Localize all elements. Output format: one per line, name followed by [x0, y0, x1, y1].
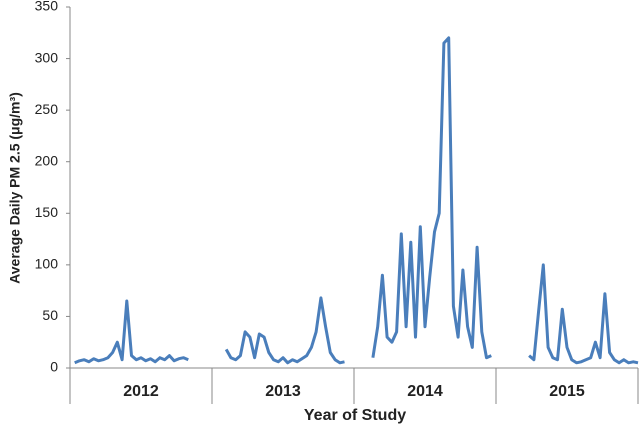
x-axis-label: Year of Study: [304, 407, 406, 424]
y-tick-label: 100: [35, 256, 59, 272]
y-tick-label: 50: [42, 307, 58, 323]
y-tick-label: 300: [35, 49, 59, 65]
x-tick-label: 2014: [407, 383, 443, 400]
data-line: [74, 36, 639, 365]
x-tick-label: 2015: [549, 383, 585, 400]
y-tick-label: 200: [35, 152, 59, 168]
y-tick-label: 350: [35, 0, 59, 14]
x-tick-label: 2013: [265, 383, 301, 400]
y-axis-label: Average Daily PM 2.5 (μg/m³): [7, 92, 23, 284]
x-tick-label: 2012: [123, 383, 159, 400]
y-tick-label: 0: [50, 359, 58, 375]
y-tick-label: 250: [35, 101, 59, 117]
y-tick-label: 150: [35, 204, 59, 220]
